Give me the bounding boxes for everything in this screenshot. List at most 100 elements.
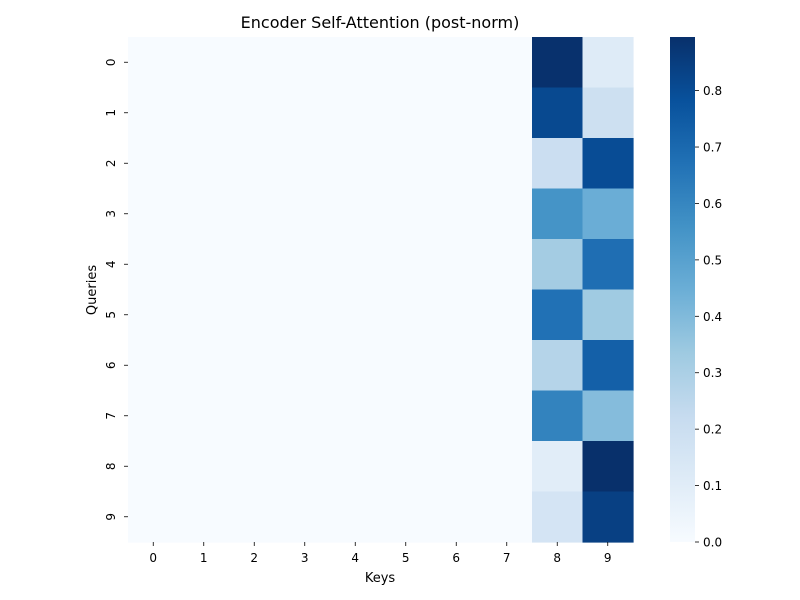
y-tick-label: 3 xyxy=(104,210,118,218)
heatmap-cell xyxy=(481,441,533,493)
colorbar-tick-label: 0.2 xyxy=(703,423,722,437)
heatmap-cell xyxy=(229,188,281,240)
x-tick-label: 9 xyxy=(604,551,612,565)
heatmap-cell xyxy=(380,87,432,139)
heatmap-cell xyxy=(330,340,382,392)
x-tick-label: 0 xyxy=(149,551,157,565)
x-tick-label: 8 xyxy=(553,551,561,565)
x-axis-ticks: 0 1 2 3 4 5 6 7 8 9 xyxy=(149,542,612,565)
x-tick-label: 3 xyxy=(301,551,309,565)
chart-title: Encoder Self-Attention (post-norm) xyxy=(241,13,520,32)
heatmap-cell xyxy=(532,239,584,291)
heatmap-cell xyxy=(279,138,331,190)
heatmap-cell xyxy=(582,441,634,493)
heatmap-cell xyxy=(380,239,432,291)
y-tick-label: 6 xyxy=(104,361,118,369)
heatmap-cell xyxy=(128,239,180,291)
heatmap-cell xyxy=(582,138,634,190)
heatmap-cell xyxy=(532,340,584,392)
heatmap-cell xyxy=(128,441,180,493)
heatmap-cell xyxy=(279,87,331,139)
heatmap-cell xyxy=(532,87,584,139)
heatmap-cell xyxy=(481,340,533,392)
heatmap-cell xyxy=(128,37,180,89)
heatmap-cell xyxy=(178,390,230,442)
heatmap-cell xyxy=(178,340,230,392)
heatmap-cell xyxy=(532,37,584,89)
x-tick-label: 6 xyxy=(452,551,460,565)
heatmap-cell xyxy=(481,87,533,139)
heatmap-cell xyxy=(582,87,634,139)
heatmap-cell xyxy=(128,340,180,392)
heatmap-cell xyxy=(330,441,382,493)
x-tick-label: 5 xyxy=(402,551,410,565)
heatmap-cell xyxy=(431,441,483,493)
heatmap-cell xyxy=(481,491,533,543)
heatmap-cell xyxy=(330,188,382,240)
colorbar-tick-label: 0.6 xyxy=(703,197,722,211)
y-axis-ticks: 0 1 2 3 4 5 6 7 8 9 xyxy=(104,58,128,521)
heatmap-cell xyxy=(178,289,230,341)
heatmap-cell xyxy=(279,390,331,442)
heatmap-cell xyxy=(532,188,584,240)
heatmap-cell xyxy=(582,188,634,240)
y-axis-label: Queries xyxy=(85,265,100,315)
heatmap-cell xyxy=(229,491,281,543)
heatmap-cell xyxy=(229,289,281,341)
heatmap-cell xyxy=(532,289,584,341)
heatmap-cell xyxy=(431,87,483,139)
y-tick-label: 5 xyxy=(104,311,118,319)
heatmap-cells xyxy=(128,37,634,543)
y-tick-label: 0 xyxy=(104,58,118,66)
heatmap-cell xyxy=(128,390,180,442)
heatmap-cell xyxy=(128,138,180,190)
heatmap-cell xyxy=(279,239,331,291)
heatmap-cell xyxy=(431,289,483,341)
heatmap-cell xyxy=(330,138,382,190)
heatmap-cell xyxy=(279,289,331,341)
heatmap-cell xyxy=(380,37,432,89)
heatmap-cell xyxy=(128,87,180,139)
heatmap-cell xyxy=(431,188,483,240)
heatmap-cell xyxy=(178,441,230,493)
heatmap-cell xyxy=(279,491,331,543)
heatmap-cell xyxy=(481,289,533,341)
heatmap-cell xyxy=(380,491,432,543)
heatmap-cell xyxy=(582,37,634,89)
heatmap-cell xyxy=(481,188,533,240)
heatmap-cell xyxy=(582,390,634,442)
colorbar xyxy=(670,37,695,542)
x-tick-label: 2 xyxy=(250,551,258,565)
heatmap-cell xyxy=(279,340,331,392)
heatmap-cell xyxy=(229,390,281,442)
heatmap-cell xyxy=(330,37,382,89)
heatmap-cell xyxy=(431,239,483,291)
heatmap-cell xyxy=(178,87,230,139)
y-tick-label: 2 xyxy=(104,159,118,167)
y-tick-label: 7 xyxy=(104,412,118,420)
heatmap-cell xyxy=(431,340,483,392)
heatmap-cell xyxy=(128,289,180,341)
heatmap-cell xyxy=(481,138,533,190)
heatmap-cell xyxy=(330,87,382,139)
heatmap-cell xyxy=(431,138,483,190)
heatmap-cell xyxy=(582,340,634,392)
colorbar-tick-label: 0.0 xyxy=(703,536,722,550)
colorbar-tick-label: 0.4 xyxy=(703,310,722,324)
colorbar-tick-label: 0.5 xyxy=(703,253,722,267)
x-tick-label: 1 xyxy=(200,551,208,565)
heatmap-cell xyxy=(229,37,281,89)
x-axis-label: Keys xyxy=(365,571,396,586)
heatmap-cell xyxy=(431,491,483,543)
heatmap-cell xyxy=(380,390,432,442)
heatmap-cell xyxy=(279,37,331,89)
heatmap-cell xyxy=(330,491,382,543)
heatmap-cell xyxy=(532,138,584,190)
heatmap-cell xyxy=(532,390,584,442)
heatmap-cell xyxy=(380,138,432,190)
heatmap-cell xyxy=(229,340,281,392)
heatmap-cell xyxy=(178,188,230,240)
x-tick-label: 4 xyxy=(351,551,359,565)
heatmap-cell xyxy=(380,340,432,392)
